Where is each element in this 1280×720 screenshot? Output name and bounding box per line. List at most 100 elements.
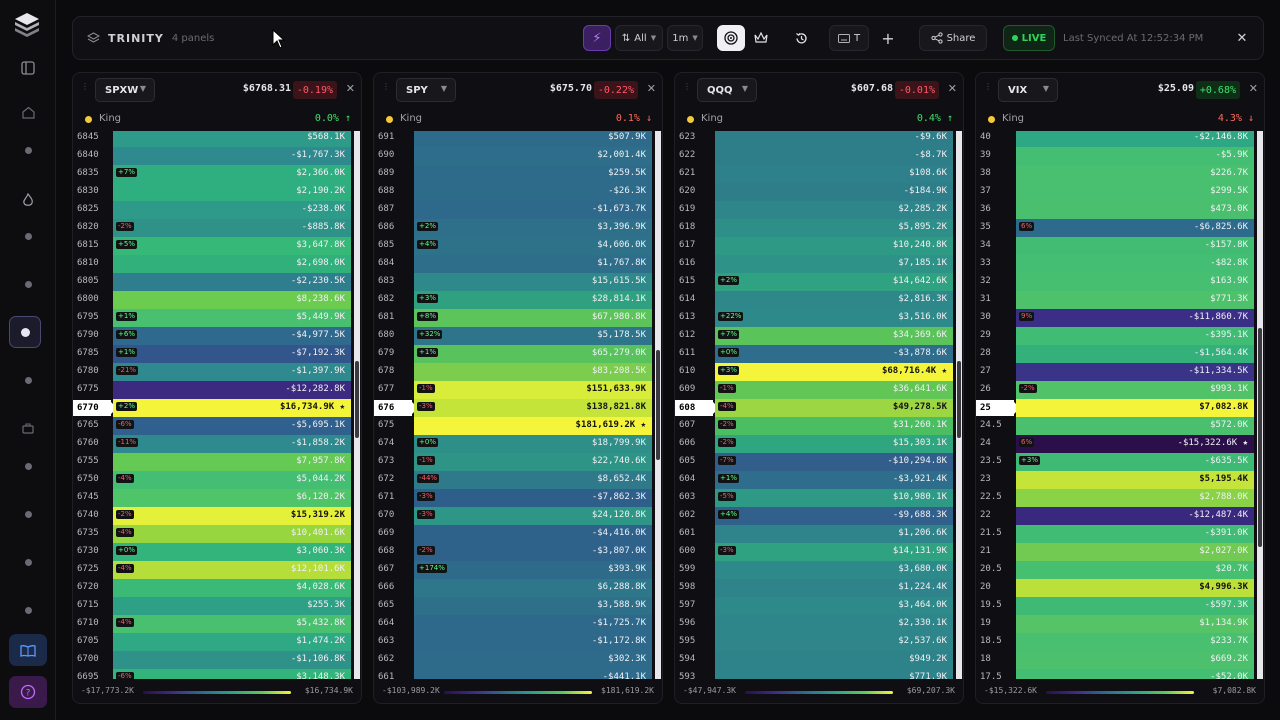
- gex-cell[interactable]: +3% $68,716.4K ★: [715, 363, 953, 381]
- strike-row[interactable]: 668 -2% -$3,807.0K: [374, 543, 662, 561]
- gex-cell[interactable]: -2% -$3,807.0K: [414, 543, 652, 561]
- gex-cell[interactable]: $2,537.6K: [715, 633, 953, 651]
- strike-row[interactable]: 680 +32% $5,178.5K: [374, 327, 662, 345]
- gex-cell[interactable]: $8,238.6K: [113, 291, 351, 309]
- gex-cell[interactable]: $2,027.0K: [1016, 543, 1254, 561]
- strike-row[interactable]: 23.5 +3% -$635.5K: [976, 453, 1264, 471]
- gex-cell[interactable]: -$5.9K: [1016, 147, 1254, 165]
- history-button[interactable]: [787, 25, 815, 51]
- nav-dot-1[interactable]: [0, 136, 56, 164]
- strike-row[interactable]: 21 $2,027.0K: [976, 543, 1264, 561]
- home-icon[interactable]: [0, 98, 56, 126]
- strike-row[interactable]: 6705 $1,474.2K: [73, 633, 361, 651]
- strike-row[interactable]: 6770 +2% $16,734.9K ★: [73, 399, 361, 417]
- strike-row[interactable]: 610 +3% $68,716.4K ★: [675, 363, 963, 381]
- strike-row[interactable]: 611 +0% -$3,878.6K: [675, 345, 963, 363]
- gex-cell[interactable]: -21% -$1,397.9K: [113, 363, 351, 381]
- close-panel-button[interactable]: ✕: [947, 82, 957, 95]
- gex-cell[interactable]: -5% $10,980.1K: [715, 489, 953, 507]
- gex-cell[interactable]: 6% -$15,322.6K ★: [1016, 435, 1254, 453]
- gex-cell[interactable]: +22% $3,516.0K: [715, 309, 953, 327]
- drag-handle-icon[interactable]: ⋮: [81, 82, 89, 91]
- gex-cell[interactable]: $181,619.2K ★: [414, 417, 652, 435]
- gex-cell[interactable]: $4,028.6K: [113, 579, 351, 597]
- gex-cell[interactable]: +2% $3,396.9K: [414, 219, 652, 237]
- gex-cell[interactable]: +2% $16,734.9K ★: [113, 399, 351, 417]
- strike-row[interactable]: 682 +3% $28,814.1K: [374, 291, 662, 309]
- strike-row[interactable]: 6825 -$238.0K: [73, 201, 361, 219]
- gex-cell[interactable]: $5,895.2K: [715, 219, 953, 237]
- strike-row[interactable]: 617 $10,240.8K: [675, 237, 963, 255]
- scrollbar-thumb[interactable]: [355, 361, 359, 438]
- gex-cell[interactable]: $2,001.4K: [414, 147, 652, 165]
- strike-ladder[interactable]: 6845 $568.1K 6840 -$1,767.3K 6835 +7% $2…: [73, 131, 361, 679]
- gex-cell[interactable]: $507.9K: [414, 131, 652, 147]
- gex-cell[interactable]: $7,082.8K: [1016, 399, 1254, 417]
- gex-cell[interactable]: -2% $15,319.2K: [113, 507, 351, 525]
- gex-cell[interactable]: -$184.9K: [715, 183, 953, 201]
- gex-cell[interactable]: +32% $5,178.5K: [414, 327, 652, 345]
- gex-cell[interactable]: $226.7K: [1016, 165, 1254, 183]
- strike-row[interactable]: 675 $181,619.2K ★: [374, 417, 662, 435]
- gex-cell[interactable]: +4% $4,606.0K: [414, 237, 652, 255]
- gex-cell[interactable]: -2% $993.1K: [1016, 381, 1254, 399]
- strike-row[interactable]: 39 -$5.9K: [976, 147, 1264, 165]
- strike-row[interactable]: 614 $2,816.3K: [675, 291, 963, 309]
- gex-cell[interactable]: +5% $3,647.8K: [113, 237, 351, 255]
- strike-row[interactable]: 619 $2,285.2K: [675, 201, 963, 219]
- close-workspace-button[interactable]: ✕: [1229, 25, 1255, 51]
- gex-cell[interactable]: +174% $393.9K: [414, 561, 652, 579]
- gex-cell[interactable]: -$1,725.7K: [414, 615, 652, 633]
- strike-row[interactable]: 681 +8% $67,980.8K: [374, 309, 662, 327]
- strike-row[interactable]: 34 -$157.8K: [976, 237, 1264, 255]
- gex-cell[interactable]: +1% -$3,921.4K: [715, 471, 953, 489]
- nav-dot-5[interactable]: [0, 452, 56, 480]
- gex-cell[interactable]: -$9.6K: [715, 131, 953, 147]
- strike-row[interactable]: 27 -$11,334.5K: [976, 363, 1264, 381]
- strike-row[interactable]: 20.5 $20.7K: [976, 561, 1264, 579]
- gex-cell[interactable]: $3,464.0K: [715, 597, 953, 615]
- strike-row[interactable]: 29 -$395.1K: [976, 327, 1264, 345]
- gex-cell[interactable]: $5,195.4K: [1016, 471, 1254, 489]
- strike-row[interactable]: 6695 -6% $3,148.3K: [73, 669, 361, 679]
- strike-row[interactable]: 6740 -2% $15,319.2K: [73, 507, 361, 525]
- gex-cell[interactable]: $572.0K: [1016, 417, 1254, 435]
- strike-row[interactable]: 22.5 $2,788.0K: [976, 489, 1264, 507]
- scrollbar-thumb[interactable]: [957, 361, 961, 438]
- strike-row[interactable]: 19 $1,134.9K: [976, 615, 1264, 633]
- gex-cell[interactable]: -4% $5,044.2K: [113, 471, 351, 489]
- gex-cell[interactable]: $2,698.0K: [113, 255, 351, 273]
- gex-cell[interactable]: -$1,172.8K: [414, 633, 652, 651]
- gex-cell[interactable]: $299.5K: [1016, 183, 1254, 201]
- gex-cell[interactable]: $2,816.3K: [715, 291, 953, 309]
- strike-row[interactable]: 38 $226.7K: [976, 165, 1264, 183]
- gex-cell[interactable]: -2% $15,303.1K: [715, 435, 953, 453]
- gex-cell[interactable]: -$157.8K: [1016, 237, 1254, 255]
- strike-row[interactable]: 606 -2% $15,303.1K: [675, 435, 963, 453]
- gex-cell[interactable]: -$597.3K: [1016, 597, 1254, 615]
- symbol-dropdown[interactable]: QQQ ▼: [697, 78, 757, 102]
- strike-row[interactable]: 618 $5,895.2K: [675, 219, 963, 237]
- gex-cell[interactable]: $302.3K: [414, 651, 652, 669]
- strike-row[interactable]: 689 $259.5K: [374, 165, 662, 183]
- keyboard-t-button[interactable]: T: [829, 25, 869, 51]
- gex-cell[interactable]: -$26.3K: [414, 183, 652, 201]
- interval-dropdown[interactable]: 1m ▼: [667, 25, 703, 51]
- strike-row[interactable]: 600 -3% $14,131.9K: [675, 543, 963, 561]
- strike-row[interactable]: 667 +174% $393.9K: [374, 561, 662, 579]
- strike-row[interactable]: 676 -3% $138,821.8K: [374, 399, 662, 417]
- gex-cell[interactable]: +1% $65,279.0K: [414, 345, 652, 363]
- strike-row[interactable]: 6815 +5% $3,647.8K: [73, 237, 361, 255]
- strike-row[interactable]: 678 $83,208.5K: [374, 363, 662, 381]
- strike-row[interactable]: 6735 -4% $10,401.6K: [73, 525, 361, 543]
- strike-row[interactable]: 691 $507.9K: [374, 131, 662, 147]
- strike-row[interactable]: 671 -3% -$7,862.3K: [374, 489, 662, 507]
- gex-cell[interactable]: -6% -$5,695.1K: [113, 417, 351, 435]
- gex-cell[interactable]: $20.7K: [1016, 561, 1254, 579]
- gex-cell[interactable]: -$441.1K: [414, 669, 652, 679]
- strike-row[interactable]: 663 -$1,172.8K: [374, 633, 662, 651]
- strike-row[interactable]: 688 -$26.3K: [374, 183, 662, 201]
- strike-row[interactable]: 6795 +1% $5,449.9K: [73, 309, 361, 327]
- strike-row[interactable]: 6790 +6% -$4,977.5K: [73, 327, 361, 345]
- target-button[interactable]: [717, 25, 745, 51]
